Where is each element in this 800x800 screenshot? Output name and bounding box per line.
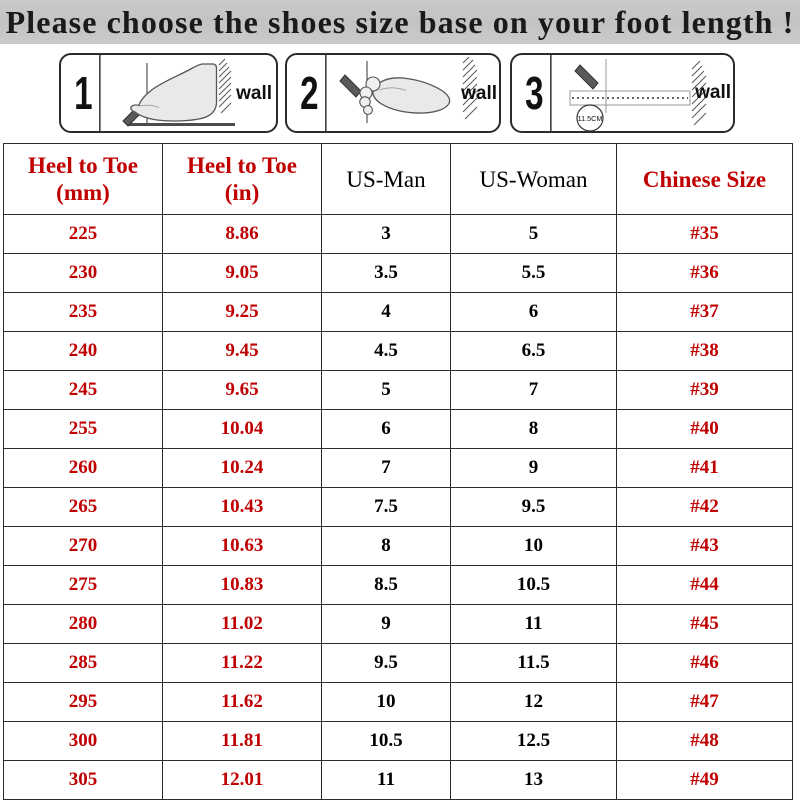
svg-text:11.5CM: 11.5CM (578, 114, 603, 123)
